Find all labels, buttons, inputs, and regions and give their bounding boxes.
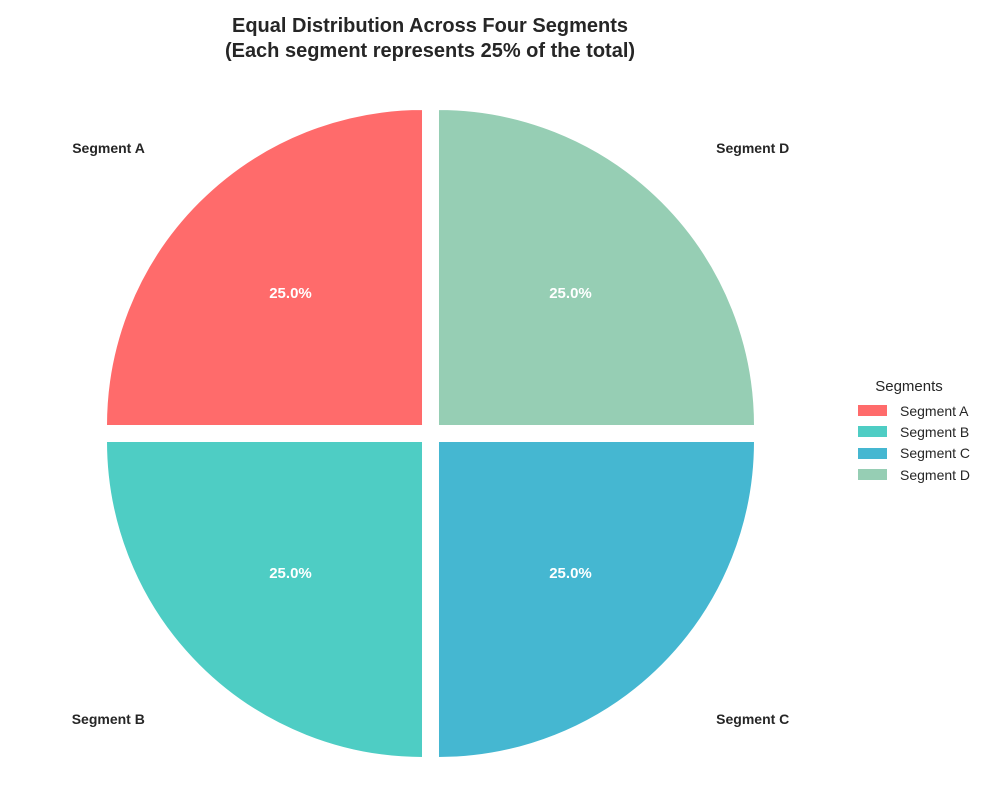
slice-label: Segment B xyxy=(72,711,145,727)
legend-label: Segment D xyxy=(900,466,971,483)
slice-percent-label: 25.0% xyxy=(269,285,312,302)
slice-percent-label: 25.0% xyxy=(269,565,312,582)
pie-slices xyxy=(106,109,755,758)
chart-subtitle-line: (Each segment represents 25% of the tota… xyxy=(224,40,636,62)
legend-swatch xyxy=(858,469,887,481)
legend-item: Segment A xyxy=(850,400,990,421)
legend-swatch xyxy=(858,405,887,417)
legend-label: Segment C xyxy=(900,445,971,462)
legend-item: Segment B xyxy=(850,421,990,442)
chart-title: Equal Distribution Across Four Segments … xyxy=(0,14,860,64)
legend-swatch xyxy=(858,426,887,438)
pie-slice-segment-a xyxy=(106,109,424,427)
pie-slice-segment-d xyxy=(437,109,755,427)
pie-slice-segment-b xyxy=(106,440,424,758)
legend-item: Segment C xyxy=(850,443,990,464)
slice-label: Segment D xyxy=(716,140,789,156)
legend-swatch xyxy=(858,447,887,459)
chart-title-line: Equal Distribution Across Four Segments xyxy=(232,15,628,37)
slice-percent-label: 25.0% xyxy=(549,285,592,302)
legend-items: Segment A Segment B Segment C Segment D xyxy=(850,400,990,485)
pie-slice-segment-c xyxy=(437,440,755,758)
legend: Segments Segment A Segment B Segment C Segm… xyxy=(850,378,990,485)
legend-label: Segment B xyxy=(900,423,970,440)
slice-percent-label: 25.0% xyxy=(549,565,592,582)
legend-title: Segments xyxy=(875,378,943,395)
legend-label: Segment A xyxy=(900,402,969,419)
slice-label: Segment A xyxy=(72,140,145,156)
pie-labels: Segment A 25.0% Segment B 25.0% Segment C 25.… xyxy=(72,140,790,727)
legend-item: Segment D xyxy=(850,464,990,485)
slice-label: Segment C xyxy=(716,711,789,727)
